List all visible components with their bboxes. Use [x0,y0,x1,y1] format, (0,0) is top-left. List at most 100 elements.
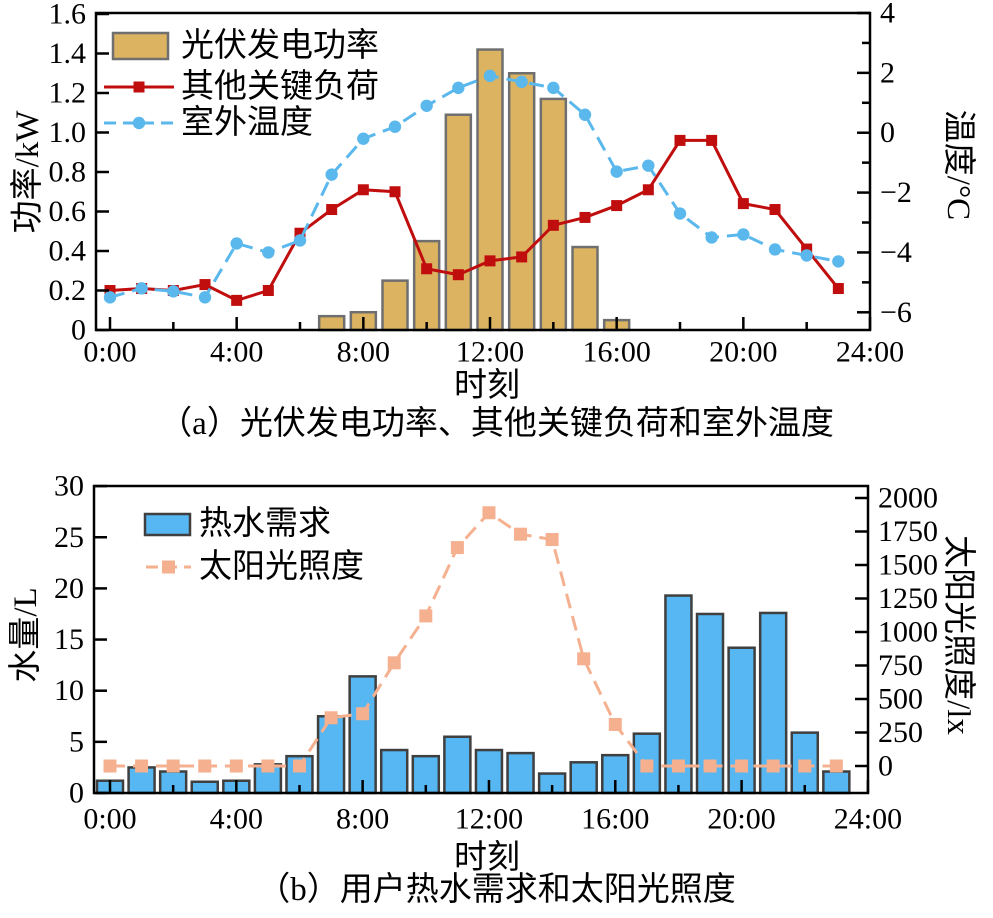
illuminance-marker [229,759,243,773]
temperature-marker [578,108,592,121]
illuminance-marker [103,759,117,773]
y-left-axis-title: 水量/L [7,587,44,682]
critical-load-marker [579,211,591,223]
y-left-tick-label: 0.8 [49,156,87,189]
illuminance-marker [419,609,433,623]
y-left-tick-label: 15 [54,623,84,656]
x-tick-label: 24:00 [834,803,902,836]
chart-a-canvas: 0:00 4:00 8:00 12:00 16:00 20:00 24:00 0 0.2 0.4 0… [9,0,977,404]
critical-load-marker [484,255,496,267]
illuminance-marker [482,506,496,520]
critical-load-marker [389,186,401,198]
illuminance-marker [577,652,591,666]
y-right-tick-label: 1000 [878,616,938,649]
critical-load-marker [326,204,338,216]
y-left-tick-label: 5 [69,725,84,758]
pv-bar [539,97,568,332]
x-tick-label: 4:00 [210,803,263,836]
illuminance-marker [292,759,306,773]
y-left-axis-title: 功率/kW [9,110,46,234]
illuminance-marker [829,759,843,773]
illuminance-marker [514,527,528,541]
temperature-marker [167,285,180,298]
illuminance-marker [387,656,401,670]
x-tick-label: 24:00 [836,336,904,369]
x-tick-label: 0:00 [83,336,136,369]
y-right-tick-label: 500 [878,683,923,716]
y-right-tick-label: 2000 [878,482,938,515]
temperature-marker [642,159,655,172]
y-right-axis-title: 太阳光照度/lx [940,535,977,735]
x-tick-label: 16:00 [581,803,649,836]
hot-water-bar [190,780,219,795]
y-left-tick-label: 1.6 [49,0,87,31]
illuminance-marker [735,759,749,773]
y-right-tick-label: 0 [878,750,893,783]
legend-label: 光伏发电功率 [181,27,379,64]
temperature-marker [800,249,813,262]
illuminance-marker [545,533,559,547]
hot-water-bar [443,735,472,795]
temperature-marker [198,291,212,304]
critical-load-marker [231,294,243,306]
critical-load-marker [737,198,749,210]
hot-water-bar [506,751,535,795]
pv-bar [381,279,409,332]
hot-water-bar [379,748,409,795]
pv-bar [507,72,536,332]
x-tick-label: 4:00 [210,336,263,369]
y-right-tick-label: −6 [880,296,912,329]
hot-water-bar [348,675,377,795]
y-left-tick-label: 25 [54,521,84,554]
critical-load-marker [104,285,116,296]
illuminance-marker [261,759,275,773]
critical-load-marker [832,283,844,295]
critical-load-marker [611,200,623,212]
pv-bar [317,314,346,332]
temperature-marker [357,132,370,145]
temperature-marker [388,120,402,133]
x-tick-label: 8:00 [337,336,390,369]
illuminance-marker [640,759,654,773]
pv-bar-series [317,48,631,332]
x-tick-label: 8:00 [336,803,389,836]
x-tick-label: 12:00 [456,336,524,369]
critical-load-marker [642,184,654,196]
hot-water-bar [822,770,851,795]
y-right-tick-label: 1500 [878,549,938,582]
y-right-tick-label: 750 [878,649,923,682]
chart-b-canvas: 0:00 4:00 8:00 12:00 16:00 20:00 24:00 0 5 10 15 20… [7,470,977,876]
y-left-tick-label: 0.2 [49,274,87,307]
illuminance-markers [103,506,843,773]
illuminance-marker [166,759,180,773]
critical-load-marker [706,134,718,146]
temperature-marker [483,69,497,83]
x-axis-title: 时刻 [454,367,520,404]
y-right-tick-label: 1250 [878,582,938,615]
pv-bar [476,48,504,332]
x-axis-title: 时刻 [454,839,520,876]
temperature-marker [103,291,117,304]
y-right-tick-label: 2 [880,56,895,89]
legend-label: 热水需求 [199,505,331,542]
critical-load-marker [674,134,686,146]
illuminance-marker [324,711,338,725]
y-right-tick-label: −4 [880,236,912,269]
y-left-tick-label: 1.4 [49,37,87,70]
y-left-tick-label: 10 [54,674,84,707]
chart-a-caption: （a）光伏发电功率、其他关键负荷和室外温度 [159,406,834,442]
temperature-marker [452,81,465,95]
y-right-tick-label: 1750 [878,515,938,548]
hot-water-bar [316,715,346,795]
y-left-tick-label: 30 [54,470,84,503]
critical-load-marker [357,184,369,196]
y-left-tick-label: 0 [69,777,84,810]
temperature-marker [325,168,338,181]
legend-bar-swatch [111,31,170,61]
legend-label: 室外温度 [181,104,313,141]
y-left-tick-label: 20 [54,572,84,605]
y-right-axis-title: 温度/°C [940,110,977,220]
y-left-tick-label: 0.6 [49,195,87,228]
y-left-tick-label: 0.4 [49,235,87,268]
